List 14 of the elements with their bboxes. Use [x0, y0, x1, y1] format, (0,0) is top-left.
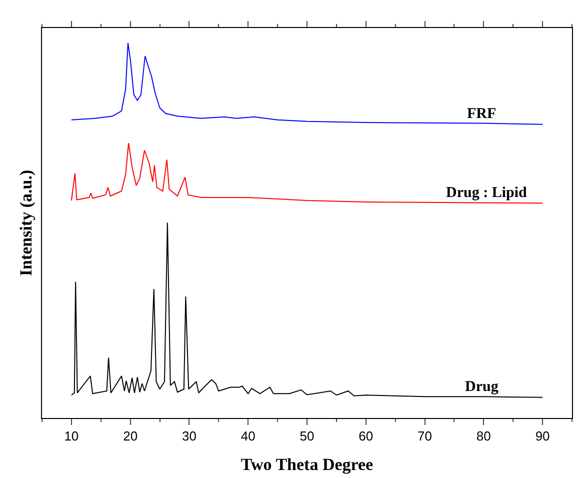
y-axis-title: Intensity (a.u.) [16, 170, 36, 276]
x-tick-label: 50 [300, 428, 314, 444]
x-tick-label: 40 [240, 428, 256, 444]
x-tick-label: 10 [64, 428, 79, 444]
series-label: Drug [465, 379, 499, 395]
x-tick-label: 90 [535, 428, 550, 444]
series-label: Drug : Lipid [446, 185, 528, 201]
x-tick-label: 80 [476, 428, 491, 444]
x-tick-label: 70 [418, 428, 432, 444]
series-label: FRF [467, 106, 496, 122]
x-tick-label: 60 [358, 428, 374, 444]
x-axis-title: Two Theta Degree [240, 455, 374, 474]
x-tick-label: 30 [182, 428, 196, 444]
x-tick-label: 20 [123, 428, 138, 444]
